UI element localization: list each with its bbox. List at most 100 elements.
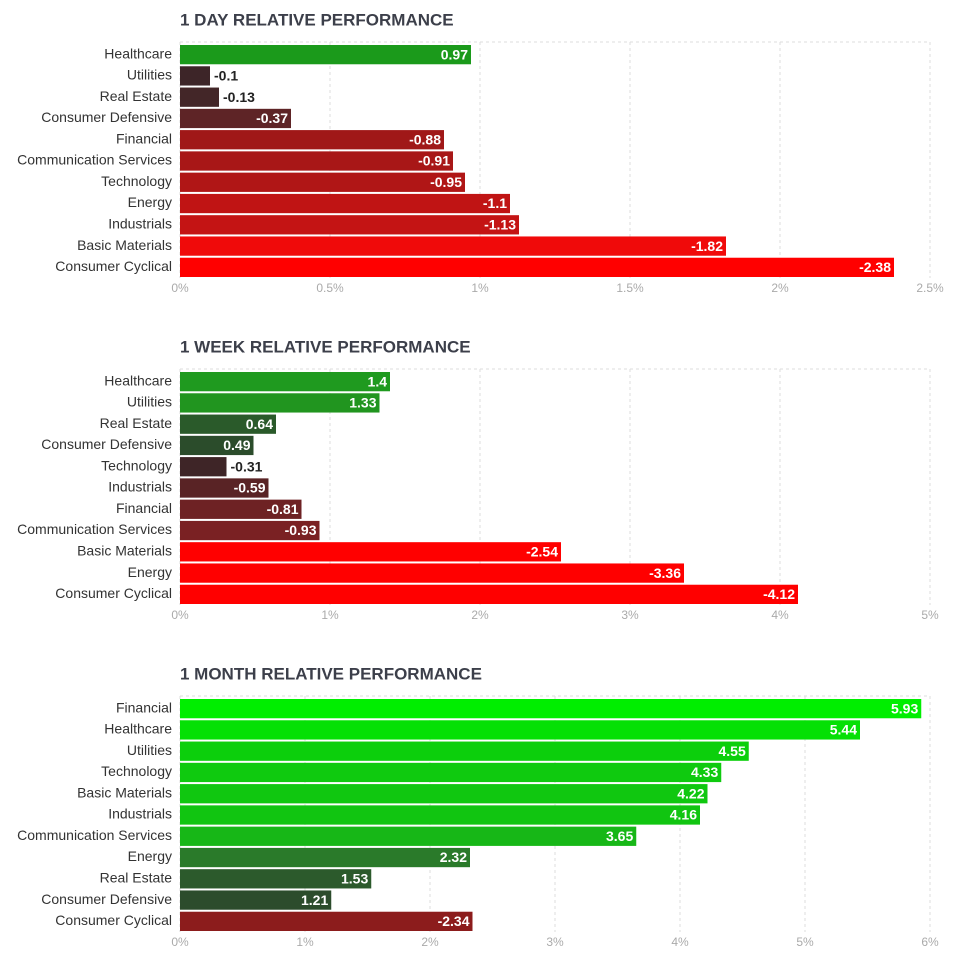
category-label: Real Estate (100, 870, 173, 886)
category-label: Consumer Cyclical (55, 912, 172, 928)
bar (180, 414, 276, 434)
value-label: -1.82 (691, 238, 723, 254)
value-label: -0.13 (223, 89, 255, 105)
value-label: 0.49 (223, 437, 250, 453)
category-label: Utilities (127, 394, 172, 410)
category-label: Basic Materials (77, 784, 172, 800)
x-tick-label: 1.5% (616, 281, 644, 295)
x-tick-label: 2.5% (916, 281, 944, 295)
category-label: Basic Materials (77, 543, 172, 559)
value-label: 5.93 (891, 700, 918, 716)
category-label: Technology (101, 173, 172, 189)
category-label: Energy (128, 194, 172, 210)
bar (180, 457, 227, 477)
category-label: Industrials (108, 806, 172, 822)
value-label: 1.21 (301, 892, 328, 908)
value-label: 1.33 (349, 395, 376, 411)
value-label: -0.59 (234, 480, 266, 496)
category-label: Technology (101, 457, 172, 473)
category-label: Consumer Cyclical (55, 585, 172, 601)
x-tick-label: 2% (421, 935, 439, 949)
value-label: -0.31 (231, 458, 263, 474)
bar (180, 499, 302, 519)
x-tick-label: 1% (321, 608, 339, 622)
category-label: Financial (116, 130, 172, 146)
value-label: -3.36 (649, 565, 681, 581)
bar (180, 151, 453, 171)
x-tick-label: 3% (621, 608, 639, 622)
category-label: Healthcare (104, 372, 172, 388)
value-label: -2.54 (526, 544, 558, 560)
bar (180, 826, 637, 846)
category-label: Utilities (127, 742, 172, 758)
bar (180, 720, 860, 740)
category-label: Energy (128, 848, 172, 864)
category-label: Communication Services (17, 152, 172, 168)
category-label: Basic Materials (77, 237, 172, 253)
category-label: Utilities (127, 67, 172, 83)
value-label: 4.55 (719, 743, 746, 759)
bar (180, 584, 798, 604)
bar (180, 130, 444, 150)
bar (180, 435, 254, 456)
value-label: -1.1 (483, 195, 507, 211)
bar (180, 784, 708, 804)
value-label: 1.4 (368, 373, 388, 389)
x-tick-label: 0% (171, 935, 189, 949)
bar (180, 478, 269, 498)
x-tick-label: 4% (771, 608, 789, 622)
bar (180, 172, 465, 192)
value-label: 4.16 (670, 807, 697, 823)
category-label: Consumer Defensive (41, 891, 172, 907)
bar (180, 563, 684, 583)
category-label: Industrials (108, 479, 172, 495)
chart-title: 1 WEEK RELATIVE PERFORMANCE (180, 337, 471, 356)
chart-title: 1 DAY RELATIVE PERFORMANCE (180, 10, 454, 29)
category-label: Financial (116, 699, 172, 715)
bar (180, 236, 726, 256)
x-tick-label: 2% (771, 281, 789, 295)
value-label: 0.97 (441, 46, 468, 62)
value-label: -2.34 (438, 913, 470, 929)
category-label: Industrials (108, 216, 172, 232)
value-label: 4.33 (691, 764, 718, 780)
bar (180, 520, 320, 541)
value-label: -4.12 (763, 586, 795, 602)
x-tick-label: 0% (171, 281, 189, 295)
value-label: -1.13 (484, 217, 516, 233)
category-label: Communication Services (17, 521, 172, 537)
x-tick-label: 2% (471, 608, 489, 622)
category-label: Real Estate (100, 88, 173, 104)
value-label: -0.37 (256, 110, 288, 126)
value-label: 2.32 (440, 849, 467, 865)
value-label: -0.91 (418, 153, 450, 169)
category-label: Financial (116, 500, 172, 516)
x-tick-label: 6% (921, 935, 939, 949)
bar (180, 542, 561, 562)
value-label: -0.93 (285, 522, 317, 538)
value-label: -2.38 (859, 259, 891, 275)
value-label: 5.44 (830, 722, 857, 738)
value-label: -0.95 (430, 174, 462, 190)
x-tick-label: 1% (471, 281, 489, 295)
category-label: Real Estate (100, 415, 173, 431)
value-label: -0.88 (409, 131, 441, 147)
bar (180, 215, 519, 235)
bar (180, 890, 332, 910)
value-label: -0.81 (267, 501, 299, 517)
category-label: Consumer Defensive (41, 436, 172, 452)
bar (180, 741, 749, 761)
x-tick-label: 4% (671, 935, 689, 949)
category-label: Healthcare (104, 721, 172, 737)
bar (180, 847, 470, 868)
category-label: Healthcare (104, 45, 172, 61)
bar (180, 193, 510, 214)
bar (180, 45, 471, 65)
bar (180, 257, 894, 277)
bar (180, 66, 210, 86)
category-label: Technology (101, 763, 172, 779)
value-label: 3.65 (606, 828, 633, 844)
bar (180, 108, 291, 129)
